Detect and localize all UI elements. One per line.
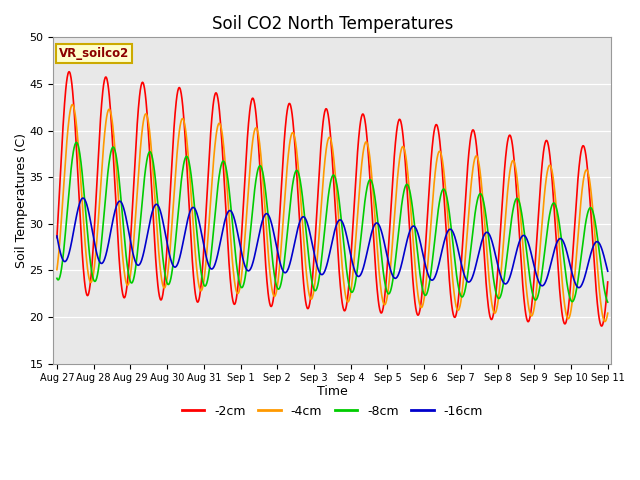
Legend: -2cm, -4cm, -8cm, -16cm: -2cm, -4cm, -8cm, -16cm (177, 400, 488, 423)
X-axis label: Time: Time (317, 385, 348, 398)
Y-axis label: Soil Temperatures (C): Soil Temperatures (C) (15, 133, 28, 268)
Text: VR_soilco2: VR_soilco2 (59, 47, 129, 60)
Title: Soil CO2 North Temperatures: Soil CO2 North Temperatures (212, 15, 453, 33)
